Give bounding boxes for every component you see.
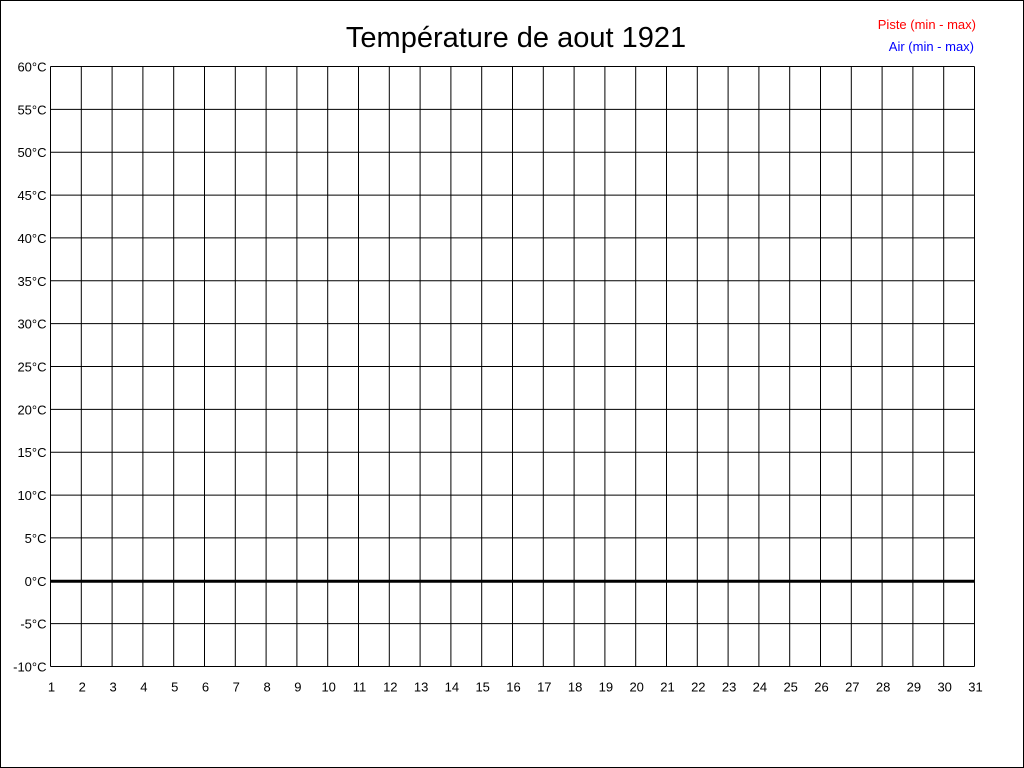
y-tick-label: 15°C bbox=[17, 445, 46, 460]
x-tick-label: 27 bbox=[845, 680, 859, 695]
y-tick-label: 55°C bbox=[17, 102, 46, 117]
x-tick-label: 21 bbox=[660, 680, 674, 695]
legend-piste: Piste (min - max) bbox=[878, 17, 976, 32]
x-tick-label: 2 bbox=[79, 680, 86, 695]
x-tick-label: 26 bbox=[814, 680, 828, 695]
y-tick-label: 40°C bbox=[17, 231, 46, 246]
x-tick-label: 1 bbox=[48, 680, 55, 695]
x-tick-label: 4 bbox=[140, 680, 147, 695]
x-tick-label: 28 bbox=[876, 680, 890, 695]
x-tick-label: 18 bbox=[568, 680, 582, 695]
y-tick-label: 0°C bbox=[25, 574, 47, 589]
x-tick-label: 29 bbox=[907, 680, 921, 695]
x-tick-label: 11 bbox=[353, 680, 367, 695]
x-tick-label: 23 bbox=[722, 680, 736, 695]
x-tick-label: 31 bbox=[968, 680, 982, 695]
x-tick-label: 14 bbox=[445, 680, 459, 695]
x-tick-label: 20 bbox=[629, 680, 643, 695]
x-tick-label: 24 bbox=[753, 680, 767, 695]
y-tick-label: 20°C bbox=[17, 402, 46, 417]
y-tick-label: 50°C bbox=[17, 145, 46, 160]
legend-air: Air (min - max) bbox=[889, 39, 974, 54]
x-tick-label: 16 bbox=[506, 680, 520, 695]
y-tick-label: 30°C bbox=[17, 317, 46, 332]
x-tick-label: 30 bbox=[937, 680, 951, 695]
x-tick-label: 10 bbox=[321, 680, 335, 695]
x-tick-label: 17 bbox=[537, 680, 551, 695]
x-tick-label: 15 bbox=[475, 680, 489, 695]
x-tick-label: 8 bbox=[263, 680, 270, 695]
x-tick-label: 3 bbox=[109, 680, 116, 695]
y-tick-label: 25°C bbox=[17, 360, 46, 375]
x-tick-label: 25 bbox=[783, 680, 797, 695]
x-tick-label: 13 bbox=[414, 680, 428, 695]
x-tick-label: 12 bbox=[383, 680, 397, 695]
x-tick-label: 5 bbox=[171, 680, 178, 695]
x-tick-label: 6 bbox=[202, 680, 209, 695]
y-tick-label: 5°C bbox=[25, 531, 47, 546]
x-tick-label: 7 bbox=[233, 680, 240, 695]
grid bbox=[50, 66, 975, 667]
x-tick-label: 19 bbox=[599, 680, 613, 695]
y-tick-label: 60°C bbox=[17, 60, 46, 75]
chart-title: Température de aout 1921 bbox=[346, 22, 686, 54]
y-tick-label: 10°C bbox=[17, 488, 46, 503]
x-tick-label: 22 bbox=[691, 680, 705, 695]
y-tick-label: -5°C bbox=[20, 617, 46, 632]
axis-labels: 1 2 3 4 5 6 7 8 9 10 11 12 13 14 15 16 17 18 19 20 21 22 23 24 2… bbox=[13, 60, 983, 695]
y-tick-label: 45°C bbox=[17, 188, 46, 203]
x-tick-label: 9 bbox=[294, 680, 301, 695]
y-tick-label: -10°C bbox=[13, 660, 46, 675]
y-tick-label: 35°C bbox=[17, 274, 46, 289]
